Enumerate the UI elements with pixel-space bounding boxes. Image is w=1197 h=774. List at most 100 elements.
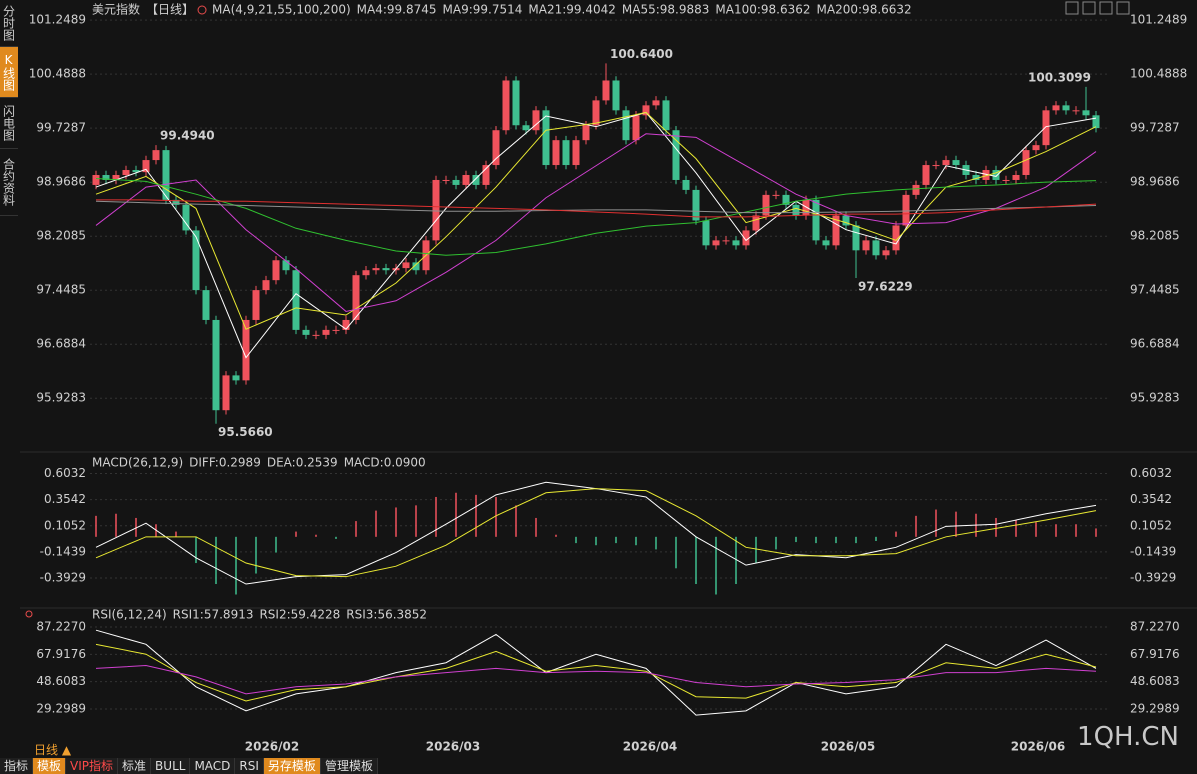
candle-body [262,280,270,291]
candle-body [312,334,320,336]
candle-body [472,174,480,185]
tool-icon[interactable] [1082,1,1096,15]
watermark: 1QH.CN [1077,722,1179,752]
y-tick-label: 0.6032 [44,466,86,480]
candle-body [782,194,790,205]
candle-body [712,240,720,246]
tool-icon[interactable] [1065,1,1079,15]
indicator-line [95,643,1097,702]
candle-body [762,194,770,216]
candle-body [562,140,570,166]
pane-icon[interactable] [25,610,33,618]
candle-body [732,240,740,246]
candle-body [192,230,200,291]
y-tick-label: -0.3929 [1130,571,1176,585]
x-tick-label: 2026/02 [245,740,299,754]
candle-body [222,375,230,411]
candle-body [722,240,730,242]
candle-body [1062,105,1070,111]
indicator-line [95,488,1097,578]
toolbar-button[interactable]: VIP指标 [66,758,119,774]
candle-body [682,179,690,190]
candle-body [1012,174,1020,180]
candle-body [352,275,360,320]
candle-body [542,110,550,166]
price-annotation: 100.6400 [610,47,673,61]
candle-body [502,80,510,131]
y-tick-label: 67.9176 [1130,647,1180,661]
candle-body [792,204,800,216]
period-toggle[interactable]: 日线 ▲ [34,743,72,757]
candle-body [862,240,870,251]
candle-body [342,319,350,330]
candle-body [482,165,490,185]
y-tick-label: 95.9283 [1130,391,1180,405]
legend-entry: DIFF:0.2989 [189,456,261,470]
x-tick-label: 2026/06 [1011,740,1065,754]
candle-body [102,174,110,180]
pane-title: MACD(26,12,9) [92,456,183,470]
candle-body [1092,115,1100,129]
toolbar-button[interactable]: 另存模板 [263,758,321,774]
tool-icon[interactable] [1116,1,1130,15]
toolbar: 指标 模板 VIP指标 标准 BULL MACD RSI 另存模板 管理模板 [0,758,378,774]
indicator-line [95,178,1097,256]
indicator-line [95,629,1097,716]
candle-body [1002,179,1010,181]
candle-body [402,262,410,269]
toolbar-button[interactable]: MACD [190,758,236,774]
toolbar-button[interactable]: 管理模板 [320,758,378,774]
toolbar-button[interactable]: BULL [151,758,191,774]
legend-label: MA(4,9,21,55,100,200) [212,3,351,17]
candle-body [1032,145,1040,151]
sidebar-tab[interactable]: 闪电图 [0,98,18,149]
toolbar-button[interactable]: RSI [235,758,264,774]
candle-body [632,115,640,141]
candle-body [532,110,540,131]
legend-entry: RSI1:57.8913 [173,608,254,622]
sidebar-tab[interactable]: 分时图 [0,0,18,47]
period-label: 【日线】 [146,3,194,17]
legend-entry: MA4:99.8745 [357,3,437,17]
candle-body [622,110,630,141]
legend-icon [197,5,207,15]
indicator-line [95,111,1097,330]
tool-icon[interactable] [1099,1,1113,15]
candle-body [842,215,850,226]
y-tick-label: 0.1052 [1130,518,1172,532]
toolbar-button[interactable]: 标准 [118,758,152,774]
candle-body [432,179,440,241]
candle-body [302,329,310,335]
candle-body [702,220,710,246]
candle-body [912,184,920,195]
y-tick-label: 97.4485 [1130,283,1180,297]
price-annotation: 95.5660 [218,425,273,439]
candle-body [112,174,120,180]
candle-body [1042,110,1050,146]
candle-body [922,165,930,185]
price-annotation: 99.4940 [160,129,215,143]
sidebar-tab[interactable]: K线图 [0,47,18,98]
y-tick-label: 87.2270 [36,620,86,634]
x-tick-label: 2026/05 [821,740,875,754]
candle-body [602,80,610,101]
candle-body [382,268,390,271]
candle-body [1052,105,1060,111]
candle-body [882,250,890,256]
y-tick-label: 96.6884 [1130,337,1180,351]
y-tick-label: 96.6884 [36,337,86,351]
candle-body [572,140,580,166]
candle-body [662,100,670,131]
toolbar-button[interactable]: 模板 [33,758,67,774]
candle-body [512,80,520,126]
sidebar-tab[interactable]: 合约资料 [0,149,18,216]
candle-body [122,170,130,175]
candle-body [152,150,160,161]
candle-body [952,160,960,166]
candle-body [672,130,680,180]
y-tick-label: 101.2489 [29,13,86,27]
candle-body [1082,110,1090,116]
toolbar-button[interactable]: 指标 [0,758,34,774]
candle-body [492,130,500,166]
